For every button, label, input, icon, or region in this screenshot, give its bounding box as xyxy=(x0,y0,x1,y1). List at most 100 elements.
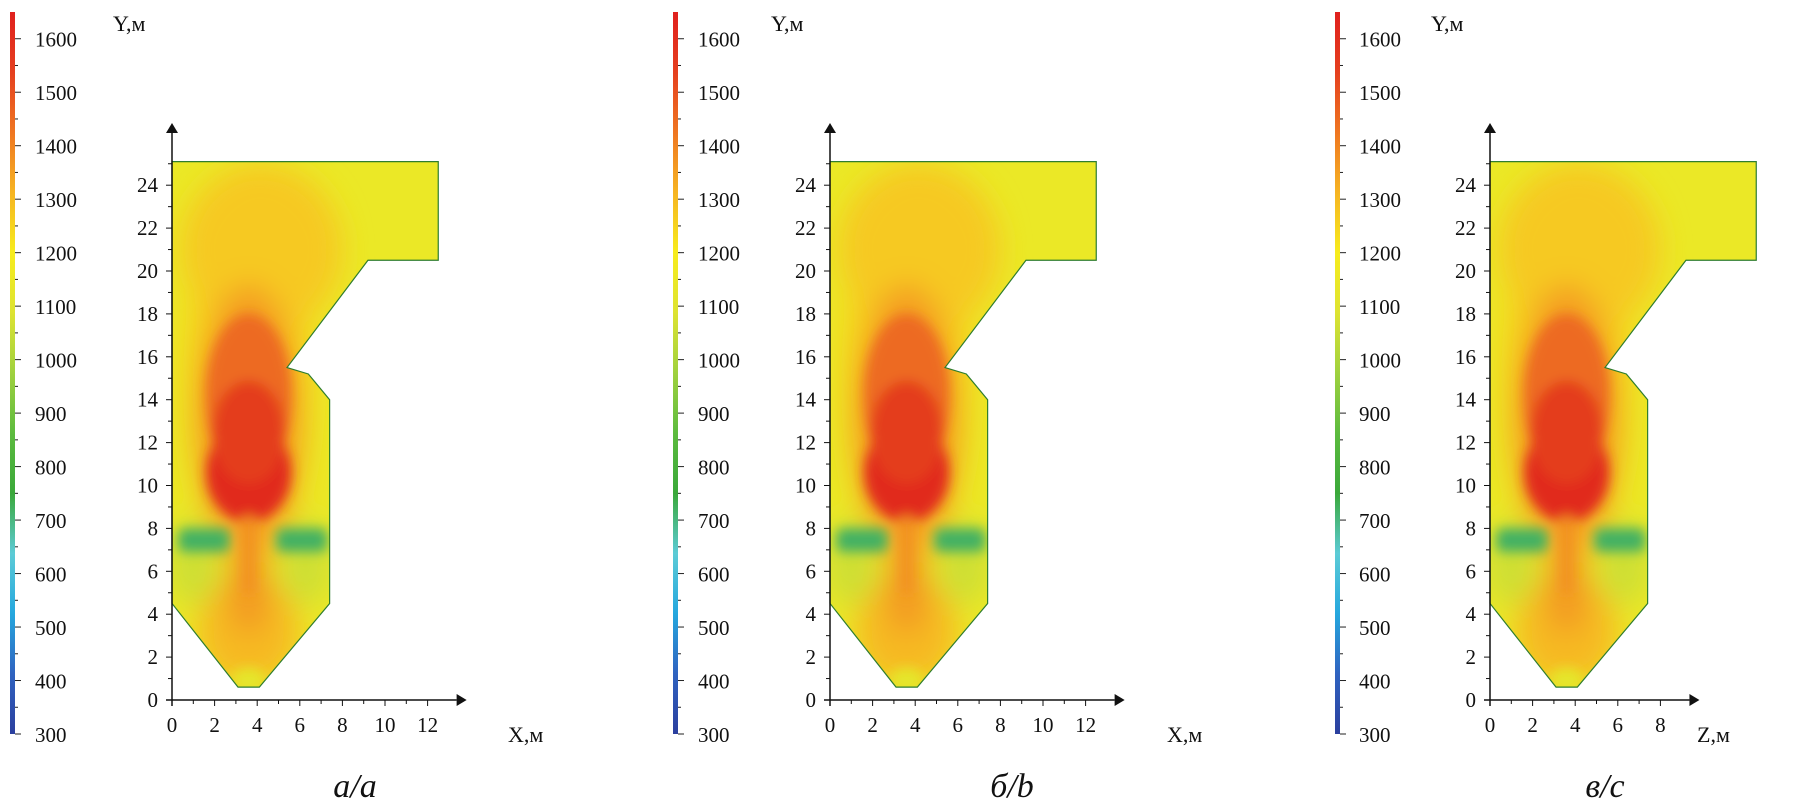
y-tick-label: 20 xyxy=(1455,259,1476,283)
y-tick-label: 12 xyxy=(795,431,816,455)
y-axis-label: Y,м xyxy=(113,11,146,36)
colorbar-tick-label: 400 xyxy=(698,670,730,694)
y-tick-label: 16 xyxy=(137,345,158,369)
colorbar-tick-label: 600 xyxy=(35,563,67,587)
colorbar-tick-label: 1600 xyxy=(35,28,77,52)
colorbar-tick-label: 700 xyxy=(1359,509,1391,533)
y-tick-label: 12 xyxy=(1455,431,1476,455)
colorbar-tick-label: 1300 xyxy=(698,188,740,212)
colorbar-tick-label: 600 xyxy=(698,563,730,587)
colorbar-tick-label: 900 xyxy=(698,402,730,426)
y-tick-label: 6 xyxy=(148,559,159,583)
y-tick-label: 10 xyxy=(1455,474,1476,498)
y-tick-label: 14 xyxy=(137,388,159,412)
x-tick-label: 4 xyxy=(1570,713,1581,737)
colorbar-tick-label: 300 xyxy=(698,723,730,747)
colorbar-tick-label: 1500 xyxy=(698,81,740,105)
colorbar-tick-label: 700 xyxy=(698,509,730,533)
x-tick-label: 12 xyxy=(1075,713,1096,737)
y-tick-label: 18 xyxy=(137,302,158,326)
x-tick-label: 12 xyxy=(417,713,438,737)
y-axis-arrow xyxy=(166,123,178,134)
colorbar-tick-label: 1100 xyxy=(35,295,76,319)
colorbar-tick-label: 1200 xyxy=(35,242,77,266)
panel-caption: б/b xyxy=(990,768,1034,805)
colorbar-tick-label: 1400 xyxy=(35,135,77,159)
x-tick-label: 4 xyxy=(252,713,263,737)
colorbar-tick-label: 1600 xyxy=(1359,28,1401,52)
colorbar-tick-label: 600 xyxy=(1359,563,1391,587)
x-axis-label: X,м xyxy=(1167,722,1202,747)
colorbar-tick-label: 1500 xyxy=(35,81,77,105)
x-tick-label: 8 xyxy=(1655,713,1666,737)
x-tick-label: 6 xyxy=(1613,713,1624,737)
y-axis-label: Y,м xyxy=(1431,11,1464,36)
x-tick-label: 10 xyxy=(375,713,396,737)
colorbar-tick-label: 1000 xyxy=(1359,349,1401,373)
colorbar-tick-label: 1500 xyxy=(1359,81,1401,105)
y-tick-label: 14 xyxy=(1455,388,1477,412)
x-tick-label: 8 xyxy=(337,713,348,737)
colorbar-tick-label: 800 xyxy=(698,456,730,480)
colorbar-tick-label: 700 xyxy=(35,509,67,533)
field-fill xyxy=(1490,161,1757,688)
y-tick-label: 8 xyxy=(806,516,817,540)
y-tick-label: 2 xyxy=(148,645,159,669)
y-tick-label: 18 xyxy=(1455,302,1476,326)
x-axis-label: X,м xyxy=(508,722,543,747)
colorbar-tick-label: 500 xyxy=(35,616,67,640)
panel-a: 1600150014001300120011001000900800700600… xyxy=(10,11,543,805)
panel-caption: в/c xyxy=(1585,768,1624,805)
colorbar-tick-label: 1200 xyxy=(1359,242,1401,266)
y-tick-label: 10 xyxy=(795,474,816,498)
panel-b: 1600150014001300120011001000900800700600… xyxy=(673,11,1202,805)
x-axis-arrow xyxy=(1689,694,1700,706)
x-tick-label: 0 xyxy=(167,713,178,737)
y-axis-arrow xyxy=(1484,123,1496,134)
y-tick-label: 2 xyxy=(806,645,817,669)
y-tick-label: 16 xyxy=(795,345,816,369)
panel-c: 1600150014001300120011001000900800700600… xyxy=(1335,11,1757,805)
panel-caption: а/a xyxy=(333,768,376,805)
y-tick-label: 22 xyxy=(1455,216,1476,240)
temperature-field xyxy=(1489,161,1757,688)
y-tick-label: 24 xyxy=(137,173,159,197)
colorbar-tick-label: 1300 xyxy=(35,188,77,212)
x-tick-label: 0 xyxy=(825,713,836,737)
x-tick-label: 0 xyxy=(1485,713,1496,737)
colorbar-tick-label: 1100 xyxy=(698,295,739,319)
y-tick-label: 0 xyxy=(1466,688,1477,712)
y-tick-label: 0 xyxy=(806,688,817,712)
y-tick-label: 4 xyxy=(1466,602,1477,626)
x-tick-label: 2 xyxy=(1527,713,1538,737)
x-tick-label: 4 xyxy=(910,713,921,737)
y-tick-label: 18 xyxy=(795,302,816,326)
colorbar-bar xyxy=(10,12,15,734)
colorbar-tick-label: 900 xyxy=(1359,402,1391,426)
temperature-field xyxy=(171,161,439,688)
x-tick-label: 6 xyxy=(953,713,964,737)
colorbar-tick-label: 500 xyxy=(698,616,730,640)
y-tick-label: 24 xyxy=(795,173,817,197)
y-tick-label: 6 xyxy=(806,559,817,583)
y-tick-label: 8 xyxy=(1466,516,1477,540)
y-tick-label: 4 xyxy=(806,602,817,626)
colorbar-tick-label: 1400 xyxy=(698,135,740,159)
x-axis-label: Z,м xyxy=(1697,722,1730,747)
field-fill xyxy=(172,161,439,688)
y-tick-label: 24 xyxy=(1455,173,1477,197)
x-axis-arrow xyxy=(456,694,467,706)
colorbar-tick-label: 1000 xyxy=(35,349,77,373)
y-tick-label: 20 xyxy=(137,259,158,283)
y-axis-arrow xyxy=(824,123,836,134)
field-fill xyxy=(830,161,1097,688)
y-tick-label: 16 xyxy=(1455,345,1476,369)
colorbar: 1600 1500 1400 1300 1200 1100 1000 900 800 700 600… xyxy=(1335,12,1401,747)
y-tick-label: 10 xyxy=(137,474,158,498)
x-tick-label: 10 xyxy=(1033,713,1054,737)
y-tick-label: 6 xyxy=(1466,559,1477,583)
y-tick-label: 22 xyxy=(795,216,816,240)
colorbar-tick-label: 800 xyxy=(1359,456,1391,480)
